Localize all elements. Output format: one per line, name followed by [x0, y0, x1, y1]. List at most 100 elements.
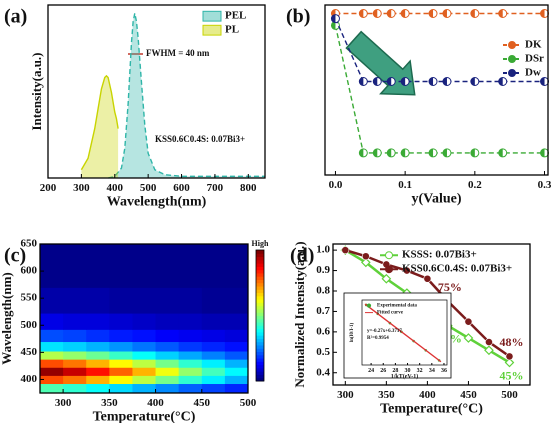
x-tick-label: 450	[194, 397, 211, 409]
x-tick-label: 300	[337, 389, 354, 401]
marker	[360, 257, 371, 268]
marker-half	[359, 77, 364, 86]
heat-cell	[155, 287, 180, 314]
colorbar-step	[256, 371, 264, 375]
marker-half	[373, 77, 378, 86]
legend-label: KSSS: 0.07Bi3+	[402, 249, 477, 261]
marker-half	[387, 148, 392, 157]
heat-cell	[109, 244, 133, 288]
heat-cell	[132, 351, 157, 360]
x-tick-label: 500	[501, 389, 518, 401]
heat-cell	[86, 329, 110, 343]
heat-cell	[178, 351, 203, 360]
heat-cell	[40, 244, 64, 288]
marker-half	[498, 9, 503, 18]
value-label: 75%	[438, 280, 462, 294]
legend-marker	[366, 303, 372, 308]
panel-label: (a)	[4, 6, 27, 28]
panel-label: (b)	[286, 6, 310, 28]
y-tick-label: 1.0	[316, 244, 330, 256]
plot-frame	[39, 243, 249, 394]
marker	[381, 273, 392, 284]
colorbar-step	[256, 250, 264, 254]
annotation: y=-0.27x+6.3717	[367, 329, 402, 334]
marker-half	[470, 148, 475, 157]
colorbar-step	[256, 295, 264, 300]
heat-cell	[224, 287, 249, 314]
marker	[361, 252, 370, 261]
heat-cell	[109, 375, 133, 385]
heat-cell	[86, 287, 110, 314]
marker	[505, 352, 514, 361]
heat-cell	[155, 351, 180, 360]
heat-cell	[178, 367, 203, 376]
heat-cell	[201, 359, 226, 368]
y-tick-label: 0.5	[316, 346, 330, 358]
heat-cell	[109, 367, 133, 376]
colorbar-step	[256, 351, 264, 356]
marker-half	[401, 9, 406, 18]
heat-cell	[132, 287, 157, 314]
colorbar-step	[256, 328, 264, 333]
colorbar-step	[256, 338, 264, 343]
legend-marker	[385, 265, 393, 274]
heat-cell	[63, 341, 87, 352]
heat-cell	[155, 383, 180, 394]
y-tick-label: 500	[21, 319, 38, 331]
annotation: FWHM = 40 nm	[146, 48, 210, 58]
x-tick-label: 30	[405, 368, 411, 374]
legend-marker	[508, 41, 516, 49]
x-tick-label: 400	[419, 389, 436, 401]
legend-label: PL	[225, 24, 239, 36]
heat-cell	[201, 244, 226, 288]
value-label: 45%	[499, 368, 523, 382]
marker-half	[498, 148, 503, 157]
heat-cell	[63, 375, 87, 385]
colorbar-step	[256, 315, 264, 320]
heat-cell	[40, 351, 64, 360]
legend-label: KSS0.6C0.4S: 0.07Bi3+	[402, 263, 512, 275]
marker	[464, 317, 473, 326]
colorbar-frame	[255, 249, 265, 382]
heat-cell	[155, 341, 180, 352]
heat-cell	[86, 367, 110, 376]
colorbar-step	[256, 335, 264, 339]
area	[108, 13, 265, 178]
heat-cell	[178, 287, 203, 314]
heat-cell	[132, 313, 157, 330]
heat-cell	[201, 351, 226, 360]
heat-cell	[40, 341, 64, 352]
heat-cell	[40, 313, 64, 330]
y-tick-label: 400	[21, 373, 38, 385]
marker-half	[331, 21, 336, 30]
series-line	[107, 13, 265, 179]
y-axis-label: Normalized Intensity(a.u.)	[292, 241, 307, 387]
x-tick-label: 500	[140, 182, 157, 194]
heat-cell	[109, 329, 133, 343]
heat-cell	[40, 287, 64, 314]
y-tick-label: 0.7	[316, 305, 330, 317]
y-axis-label: Intensity(a.u.)	[29, 52, 44, 130]
heat-cell	[155, 367, 180, 376]
colorbar-step	[256, 279, 264, 284]
marker-half	[359, 148, 364, 157]
heat-cell	[63, 351, 87, 360]
heat-cell	[132, 244, 157, 288]
legend-marker	[508, 55, 516, 63]
colorbar-step	[256, 374, 264, 379]
marker	[484, 345, 494, 356]
heat-cell	[40, 375, 64, 385]
heat-cell	[224, 367, 249, 376]
colorbar-step	[256, 269, 264, 274]
marker-half	[540, 77, 545, 86]
heat-cell	[178, 375, 203, 385]
x-axis-label: y(Value)	[411, 192, 461, 207]
colorbar-step	[256, 263, 264, 267]
colorbar-step	[256, 282, 264, 287]
colorbar-step	[256, 272, 264, 277]
heat-cell	[109, 287, 133, 314]
x-tick-label: 24	[368, 368, 374, 374]
heat-cell	[224, 383, 249, 394]
marker-half	[429, 77, 434, 86]
